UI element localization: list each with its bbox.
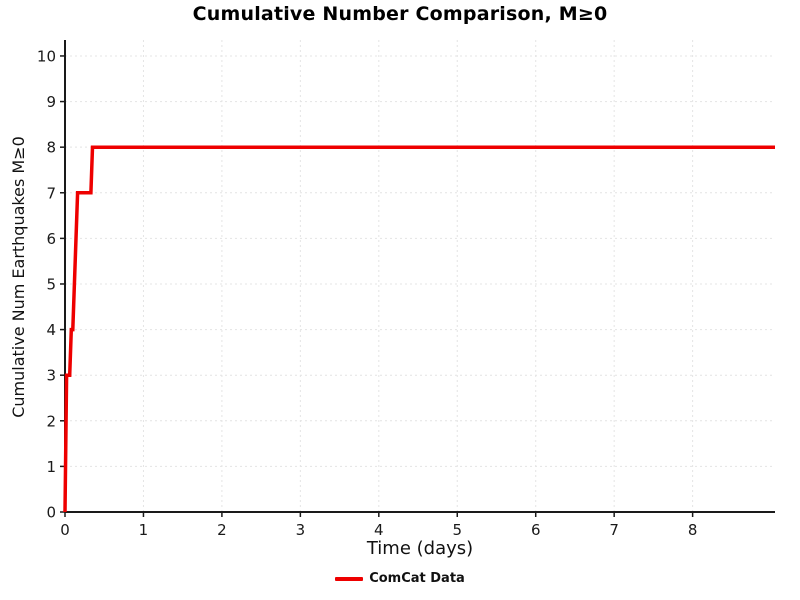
svg-text:5: 5 [452, 521, 462, 539]
svg-text:1: 1 [46, 458, 56, 476]
y-axis-label: Cumulative Num Earthquakes M≥0 [9, 136, 28, 418]
svg-text:8: 8 [688, 521, 698, 539]
svg-text:3: 3 [46, 367, 56, 385]
svg-text:2: 2 [46, 412, 56, 430]
svg-text:4: 4 [374, 521, 384, 539]
legend-line-swatch [335, 576, 364, 581]
svg-text:5: 5 [46, 275, 56, 293]
svg-text:3: 3 [296, 521, 306, 539]
svg-text:4: 4 [46, 321, 56, 339]
legend-label: ComCat Data [369, 571, 465, 586]
svg-text:6: 6 [531, 521, 541, 539]
chart-title: Cumulative Number Comparison, M≥0 [192, 3, 608, 25]
svg-text:6: 6 [46, 230, 56, 248]
svg-text:2: 2 [217, 521, 227, 539]
svg-text:7: 7 [609, 521, 619, 539]
svg-text:8: 8 [46, 139, 56, 157]
svg-text:1: 1 [139, 521, 149, 539]
svg-text:9: 9 [46, 93, 56, 111]
svg-text:0: 0 [46, 504, 56, 522]
svg-text:7: 7 [46, 184, 56, 202]
x-axis-label: Time (days) [366, 538, 474, 559]
svg-text:10: 10 [37, 47, 56, 65]
svg-text:0: 0 [60, 521, 70, 539]
legend: ComCat Data [0, 571, 800, 586]
